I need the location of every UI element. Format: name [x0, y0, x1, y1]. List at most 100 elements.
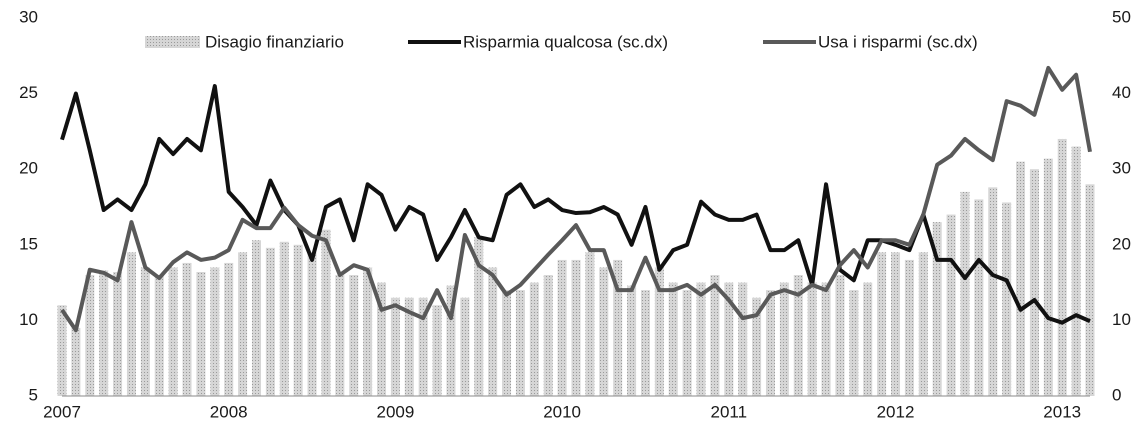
- bar: [696, 282, 706, 396]
- bar: [932, 222, 942, 396]
- y2-tick-label: 40: [1112, 83, 1131, 102]
- bar: [377, 282, 387, 396]
- bar: [488, 267, 498, 396]
- bar: [849, 290, 859, 396]
- y2-tick-label: 20: [1112, 234, 1131, 253]
- bar: [251, 240, 261, 396]
- bar: [724, 282, 734, 396]
- bar: [779, 282, 789, 396]
- bar: [126, 252, 136, 396]
- bar: [891, 252, 901, 396]
- bar: [404, 297, 414, 396]
- y-tick-label: 25: [19, 83, 38, 102]
- bar: [738, 282, 748, 396]
- bar: [71, 327, 81, 396]
- y-tick-label: 15: [19, 234, 38, 253]
- y-tick-label: 20: [19, 159, 38, 178]
- bar: [918, 252, 928, 396]
- legend-label: Disagio finanziario: [205, 32, 344, 51]
- bar: [529, 282, 539, 396]
- x-tick-label: 2011: [711, 402, 748, 421]
- bar: [168, 267, 178, 396]
- bar: [1057, 138, 1067, 396]
- bar: [627, 285, 637, 396]
- bar: [1016, 161, 1026, 396]
- x-tick-label: 2010: [543, 402, 581, 421]
- bar: [210, 267, 220, 396]
- x-tick-label: 2012: [877, 402, 915, 421]
- bar: [1043, 158, 1053, 396]
- bar: [293, 244, 303, 396]
- x-tick-label: 2008: [210, 402, 248, 421]
- bar: [585, 252, 595, 396]
- bar: [279, 241, 289, 396]
- bar: [640, 290, 650, 396]
- bar: [682, 290, 692, 396]
- bar: [474, 237, 484, 396]
- bar: [238, 252, 248, 396]
- y-tick-label: 30: [19, 7, 38, 26]
- legend-label: Usa i risparmi (sc.dx): [818, 32, 978, 51]
- legend-swatch: [145, 36, 200, 48]
- y2-tick-label: 50: [1112, 7, 1131, 26]
- bar: [446, 285, 456, 396]
- bar: [265, 247, 275, 396]
- bar: [1002, 202, 1012, 396]
- bar: [154, 275, 164, 396]
- x-tick-label: 2009: [376, 402, 414, 421]
- y-tick-label: 5: [29, 385, 38, 404]
- y2-tick-label: 0: [1112, 385, 1121, 404]
- bar: [613, 259, 623, 396]
- x-tick-label: 2013: [1043, 402, 1081, 421]
- bar: [543, 275, 553, 396]
- bar: [835, 275, 845, 396]
- bar: [99, 270, 109, 396]
- y2-tick-label: 10: [1112, 310, 1131, 329]
- x-tick-label: 2007: [43, 402, 81, 421]
- bar: [1029, 169, 1039, 396]
- bar: [863, 282, 873, 396]
- bar: [1085, 184, 1095, 396]
- bar: [502, 290, 512, 396]
- bar: [877, 252, 887, 396]
- legend-label: Risparmia qualcosa (sc.dx): [463, 32, 668, 51]
- bar: [85, 275, 95, 396]
- bar: [224, 262, 234, 396]
- bar: [432, 305, 442, 396]
- bar: [460, 297, 470, 396]
- bar: [515, 290, 525, 396]
- bar: [390, 297, 400, 396]
- bar: [988, 187, 998, 396]
- bar: [668, 282, 678, 396]
- bar: [349, 275, 359, 396]
- y2-tick-label: 30: [1112, 159, 1131, 178]
- bar: [113, 272, 123, 396]
- bar: [793, 275, 803, 396]
- bar: [946, 214, 956, 396]
- bar: [752, 297, 762, 396]
- bar: [557, 259, 567, 396]
- bar: [140, 267, 150, 396]
- bar: [599, 267, 609, 396]
- bar: [807, 282, 817, 396]
- bar: [196, 272, 206, 396]
- bar: [57, 305, 67, 396]
- bar: [821, 282, 831, 396]
- line: [60, 65, 1092, 333]
- bar: [1071, 146, 1081, 396]
- bar: [904, 259, 914, 396]
- bar: [710, 275, 720, 396]
- bar: [571, 259, 581, 396]
- bar: [335, 275, 345, 396]
- bar: [654, 267, 664, 396]
- bar: [307, 252, 317, 396]
- bar: [765, 290, 775, 396]
- y-tick-label: 10: [19, 310, 38, 329]
- bar: [182, 262, 192, 396]
- bar: [418, 297, 428, 396]
- bar: [363, 267, 373, 396]
- bar: [321, 229, 331, 396]
- bar: [960, 191, 970, 396]
